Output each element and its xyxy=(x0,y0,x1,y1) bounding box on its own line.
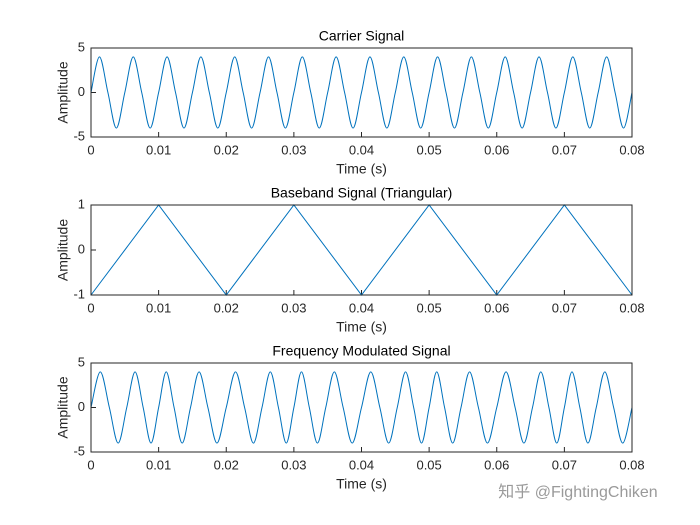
x-tick-label: 0.04 xyxy=(349,300,374,315)
y-tick-label: -5 xyxy=(73,443,85,458)
x-tick-label: 0 xyxy=(87,457,94,472)
x-tick-label: 0.08 xyxy=(619,300,644,315)
y-tick-label: 5 xyxy=(78,354,85,369)
y-axis-label: Amplitude xyxy=(55,219,71,281)
y-tick-label: 0 xyxy=(78,241,85,256)
x-tick-label: 0.08 xyxy=(619,142,644,157)
x-tick-label: 0.01 xyxy=(146,300,171,315)
x-tick-label: 0 xyxy=(87,300,94,315)
x-tick-label: 0.07 xyxy=(552,457,577,472)
signal-line xyxy=(90,371,633,444)
x-tick-label: 0.02 xyxy=(214,142,239,157)
x-tick-label: 0.07 xyxy=(552,142,577,157)
x-tick-label: 0.01 xyxy=(146,457,171,472)
x-tick-label: 0.01 xyxy=(146,142,171,157)
subplot-title: Baseband Signal (Triangular) xyxy=(271,185,453,201)
x-tick-label: 0.05 xyxy=(416,300,441,315)
axes-box xyxy=(90,47,633,138)
x-tick-label: 0.04 xyxy=(349,457,374,472)
x-tick-label: 0.06 xyxy=(484,300,509,315)
x-tick-label: 0.04 xyxy=(349,142,374,157)
axes-box xyxy=(90,362,633,453)
signal-line xyxy=(90,56,633,129)
x-tick-label: 0.06 xyxy=(484,142,509,157)
watermark: 知乎 @FightingChiken xyxy=(498,483,657,501)
x-tick-label: 0.03 xyxy=(281,142,306,157)
x-tick-label: 0.08 xyxy=(619,457,644,472)
x-tick-label: 0.02 xyxy=(214,457,239,472)
y-tick-label: -1 xyxy=(73,286,85,301)
x-tick-label: 0.02 xyxy=(214,300,239,315)
x-tick-label: 0 xyxy=(87,142,94,157)
y-axis-label: Amplitude xyxy=(55,61,71,123)
x-tick-label: 0.05 xyxy=(416,457,441,472)
x-tick-label: 0.05 xyxy=(416,142,441,157)
subplot-title: Frequency Modulated Signal xyxy=(272,343,450,359)
y-tick-label: 5 xyxy=(78,39,85,54)
y-tick-label: 0 xyxy=(78,84,85,99)
x-axis-label: Time (s) xyxy=(336,161,387,177)
x-tick-label: 0.03 xyxy=(281,300,306,315)
y-tick-label: -5 xyxy=(73,128,85,143)
subplot-title: Carrier Signal xyxy=(319,28,405,44)
x-axis-label: Time (s) xyxy=(336,319,387,335)
axes-box xyxy=(90,204,633,296)
x-tick-label: 0.03 xyxy=(281,457,306,472)
y-tick-label: 1 xyxy=(78,196,85,211)
x-tick-label: 0.06 xyxy=(484,457,509,472)
x-axis-label: Time (s) xyxy=(336,476,387,492)
y-tick-label: 0 xyxy=(78,399,85,414)
x-tick-label: 0.07 xyxy=(552,300,577,315)
y-axis-label: Amplitude xyxy=(55,376,71,438)
